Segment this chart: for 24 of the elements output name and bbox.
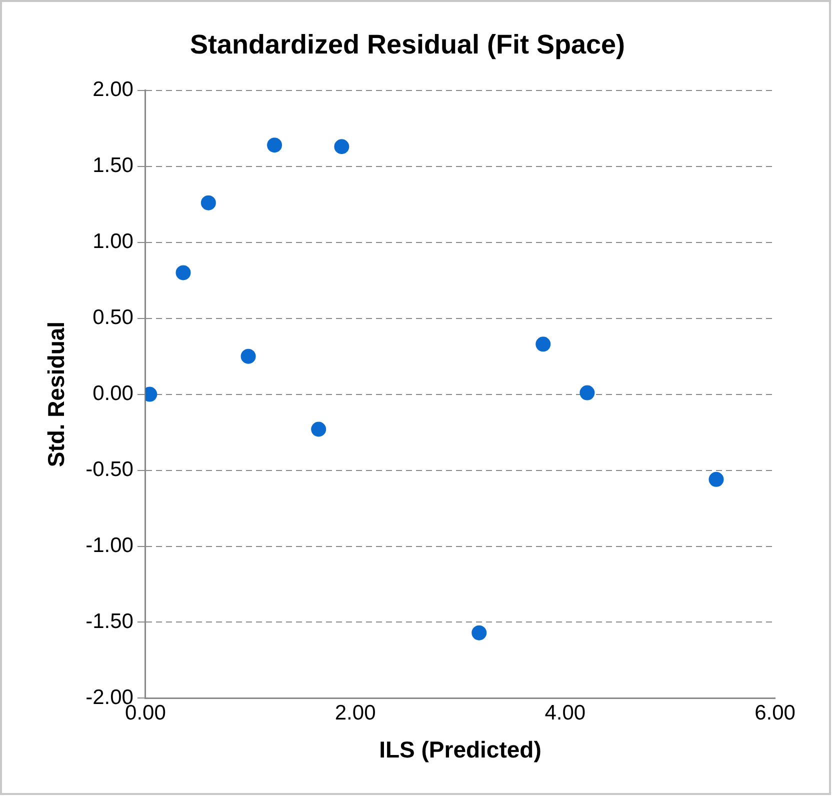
point <box>708 472 724 487</box>
y-tick-label: 2.00 <box>92 78 134 102</box>
x-tick-label: 6.00 <box>754 702 796 725</box>
x-tick-label: 2.00 <box>334 702 376 725</box>
point <box>536 336 551 352</box>
y-tick-label: 0.50 <box>92 306 134 330</box>
point <box>176 265 191 280</box>
point <box>311 422 326 437</box>
y-tick-label: -0.50 <box>86 458 134 482</box>
point <box>267 138 282 153</box>
point <box>240 348 256 364</box>
x-tick-label: 4.00 <box>544 702 586 725</box>
y-tick-label: 0.00 <box>92 382 134 406</box>
chart-title: Standardized Residual (Fit Space) <box>190 30 626 60</box>
point <box>472 625 487 640</box>
y-tick-label: 1.50 <box>92 154 134 178</box>
y-axis-title: Std. Residual <box>43 321 70 468</box>
point <box>200 195 216 210</box>
point <box>334 139 350 154</box>
x-axis-title: ILS (Predicted) <box>379 736 542 763</box>
y-tick-label: -1.50 <box>86 610 134 634</box>
y-tick-label: 1.00 <box>92 230 134 254</box>
point <box>580 385 595 400</box>
y-tick-label: -1.00 <box>86 534 134 558</box>
